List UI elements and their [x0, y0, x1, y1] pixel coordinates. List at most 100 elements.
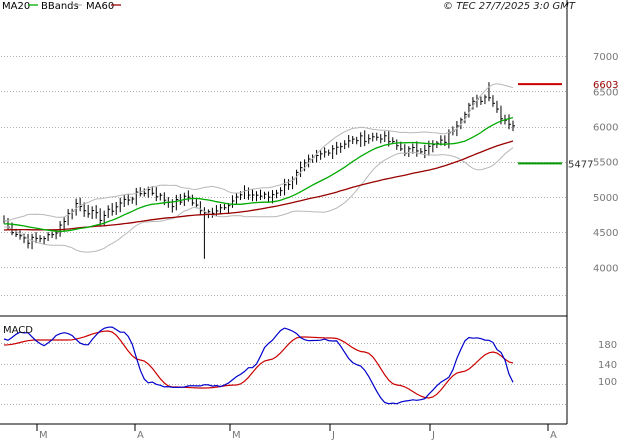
price-gridline-dot [421, 91, 422, 92]
price-gridline-dot [19, 197, 20, 198]
macd-gridline-dot [505, 384, 506, 385]
price-gridline-dot [247, 232, 248, 233]
macd-gridline-dot [274, 384, 275, 385]
price-gridline-dot [139, 267, 140, 268]
price-gridline-dot [220, 197, 221, 198]
price-gridline-dot [274, 295, 275, 296]
price-gridline-dot [490, 91, 491, 92]
macd-gridline-dot [280, 364, 281, 365]
price-gridline-dot [148, 267, 149, 268]
price-gridline-dot [532, 232, 533, 233]
price-gridline-dot [160, 232, 161, 233]
price-gridline-dot [52, 127, 53, 128]
price-y-tick-label: 6500 [593, 87, 618, 98]
price-gridline-dot [445, 295, 446, 296]
price-gridline-dot [178, 197, 179, 198]
macd-gridline-dot [376, 364, 377, 365]
macd-gridline-dot [508, 404, 509, 405]
macd-gridline-dot [370, 364, 371, 365]
price-gridline-dot [73, 197, 74, 198]
price-gridline-dot [385, 162, 386, 163]
macd-gridline-dot [25, 384, 26, 385]
macd-gridline-dot [304, 404, 305, 405]
price-y-tick-label: 7000 [593, 52, 618, 63]
macd-gridline-dot [229, 364, 230, 365]
price-gridline-dot [469, 162, 470, 163]
price-gridline-dot [304, 91, 305, 92]
macd-gridline-dot [31, 404, 32, 405]
macd-gridline-dot [40, 404, 41, 405]
price-gridline-dot [484, 232, 485, 233]
price-gridline-dot [304, 267, 305, 268]
price-gridline-dot [4, 267, 5, 268]
macd-gridline-dot [409, 364, 410, 365]
price-gridline-dot [370, 197, 371, 198]
price-gridline-dot [442, 162, 443, 163]
macd-gridline-dot [172, 404, 173, 405]
macd-gridline-dot [181, 364, 182, 365]
macd-gridline-dot [502, 384, 503, 385]
price-gridline-dot [265, 197, 266, 198]
price-gridline-dot [397, 91, 398, 92]
macd-gridline-dot [160, 404, 161, 405]
price-gridline-dot [274, 91, 275, 92]
price-gridline-dot [70, 197, 71, 198]
price-gridline-dot [262, 56, 263, 57]
price-gridline-dot [169, 295, 170, 296]
price-gridline-dot [49, 91, 50, 92]
macd-gridline-dot [385, 404, 386, 405]
macd-gridline-dot [547, 404, 548, 405]
price-gridline-dot [457, 267, 458, 268]
price-gridline-dot [550, 295, 551, 296]
price-gridline-dot [259, 232, 260, 233]
price-gridline-dot [91, 267, 92, 268]
price-gridline-dot [439, 197, 440, 198]
price-gridline-dot [502, 267, 503, 268]
macd-gridline-dot [295, 384, 296, 385]
macd-gridline-dot [112, 364, 113, 365]
price-gridline-dot [523, 295, 524, 296]
price-gridline-dot [448, 91, 449, 92]
price-gridline-dot [121, 91, 122, 92]
macd-gridline-dot [508, 343, 509, 344]
macd-gridline-dot [490, 343, 491, 344]
price-gridline-dot [538, 267, 539, 268]
price-gridline-dot [355, 162, 356, 163]
price-gridline-dot [235, 162, 236, 163]
macd-gridline-dot [295, 404, 296, 405]
price-gridline-dot [331, 295, 332, 296]
price-gridline-dot [541, 56, 542, 57]
macd-gridline-dot [352, 384, 353, 385]
price-gridline-dot [385, 197, 386, 198]
price-gridline-dot [184, 232, 185, 233]
macd-gridline-dot [211, 343, 212, 344]
price-gridline-dot [406, 267, 407, 268]
price-gridline-dot [28, 162, 29, 163]
price-gridline-dot [136, 295, 137, 296]
price-gridline-dot [214, 197, 215, 198]
price-gridline-dot [97, 162, 98, 163]
macd-gridline-dot [247, 384, 248, 385]
macd-gridline-dot [370, 404, 371, 405]
macd-gridline-dot [334, 364, 335, 365]
price-gridline-dot [82, 91, 83, 92]
price-gridline-dot [85, 295, 86, 296]
macd-gridline-dot [388, 384, 389, 385]
price-gridline-dot [484, 162, 485, 163]
macd-gridline-dot [250, 343, 251, 344]
macd-gridline-dot [217, 343, 218, 344]
price-gridline-dot [214, 162, 215, 163]
price-gridline-dot [43, 295, 44, 296]
price-gridline-dot [337, 295, 338, 296]
macd-gridline-dot [34, 364, 35, 365]
macd-gridline-dot [166, 364, 167, 365]
macd-gridline-dot [115, 343, 116, 344]
price-gridline-dot [193, 91, 194, 92]
price-gridline-dot [286, 127, 287, 128]
macd-gridline-dot [391, 343, 392, 344]
macd-gridline-dot [493, 404, 494, 405]
price-gridline-dot [343, 232, 344, 233]
macd-gridline-dot [505, 364, 506, 365]
price-gridline-dot [1, 162, 2, 163]
macd-gridline-dot [139, 384, 140, 385]
